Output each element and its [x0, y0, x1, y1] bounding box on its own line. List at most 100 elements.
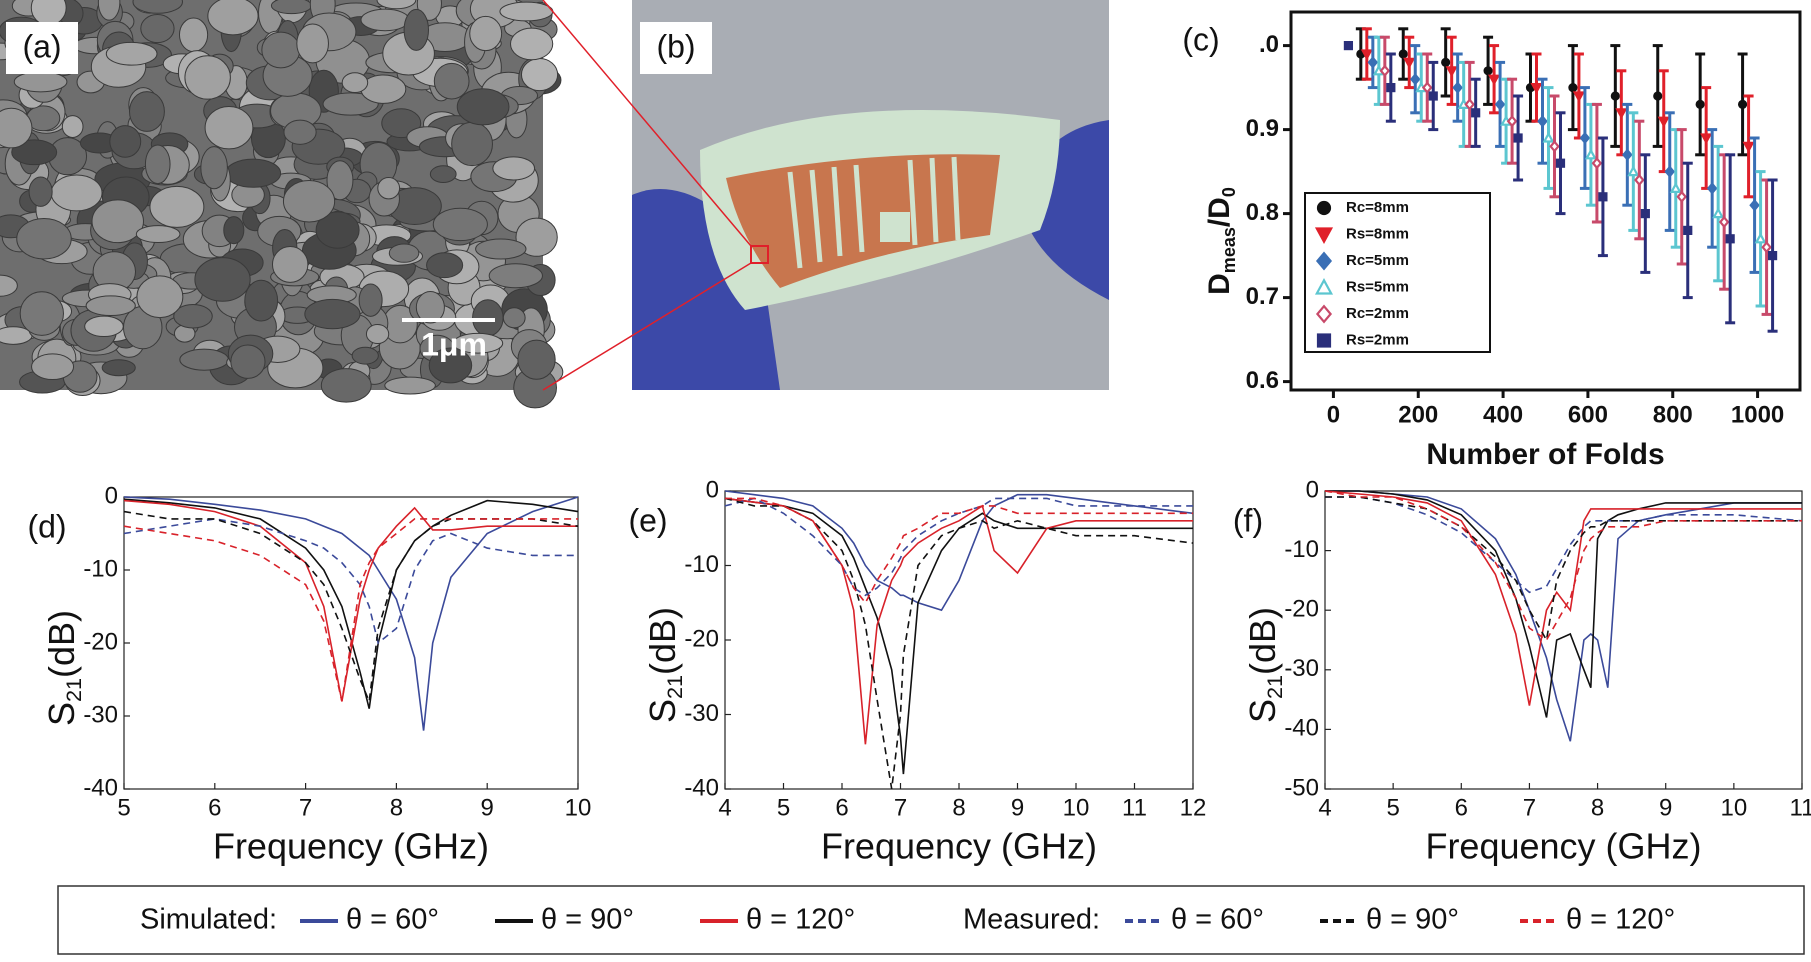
x-tick-label: 6: [835, 794, 848, 821]
y-tick-label: 0: [105, 482, 118, 509]
panel-label: (c): [1182, 21, 1219, 57]
grain: [351, 346, 379, 365]
grain: [488, 263, 543, 289]
point: [1343, 40, 1354, 51]
point: [1513, 133, 1523, 143]
grain: [178, 17, 209, 53]
point: [1471, 108, 1481, 118]
grain: [31, 353, 75, 381]
grain: [315, 211, 360, 249]
point: [1483, 66, 1493, 76]
grain: [360, 74, 407, 104]
point: [1676, 190, 1688, 204]
grain: [282, 180, 336, 223]
point: [1754, 232, 1767, 244]
legend-box: [1304, 192, 1491, 353]
x-tick-label: 12: [1180, 794, 1207, 821]
point: [1494, 98, 1506, 111]
x-tick-label: 400: [1483, 401, 1523, 428]
grain: [204, 105, 254, 150]
point: [1695, 99, 1705, 110]
grain: [13, 71, 68, 93]
series-line: [1324, 490, 1802, 642]
axis-label-part: /D: [1203, 197, 1236, 227]
legend-label: Rc=5mm: [1346, 252, 1409, 269]
grain: [230, 344, 266, 379]
grain: [109, 125, 142, 158]
point: [1537, 114, 1548, 128]
grain: [261, 31, 301, 69]
grain: [384, 376, 436, 395]
plot-frame: [1289, 10, 1802, 392]
point: [1610, 91, 1620, 101]
legend-label: Rc=2mm: [1346, 305, 1409, 322]
point: [1725, 234, 1735, 244]
legend-label: Rc=8mm: [1346, 199, 1409, 216]
x-tick-label: 10: [565, 794, 592, 821]
point: [1441, 57, 1451, 68]
y-tick-label: 0: [1306, 476, 1319, 503]
grain: [388, 243, 420, 263]
point: [1742, 141, 1755, 153]
x-tick-label: 11: [1790, 794, 1811, 821]
grain: [469, 15, 503, 52]
y-tick-label: -10: [83, 555, 118, 582]
zoom-line: [542, 0, 752, 247]
grain: [207, 0, 259, 36]
grain: [499, 1, 554, 22]
legend-label: θ = 120°: [746, 904, 855, 936]
legend-label: Rs=2mm: [1346, 331, 1409, 348]
grain: [403, 8, 429, 51]
y-tick-label: -20: [684, 625, 719, 652]
point: [1737, 99, 1748, 110]
legend-label: θ = 60°: [346, 904, 439, 936]
grain: [128, 91, 165, 132]
x-tick-label: 7: [1523, 794, 1536, 821]
point: [1683, 225, 1693, 235]
grain: [381, 108, 422, 139]
y-tick-label: -10: [684, 551, 719, 578]
x-tick-label: 0: [1327, 401, 1340, 428]
panel-label: (a): [22, 28, 61, 64]
point: [1706, 182, 1718, 195]
grain: [105, 41, 158, 66]
copper-gap: [880, 212, 910, 242]
legend-group-label: Simulated:: [140, 904, 277, 936]
series-line: [1325, 490, 1802, 718]
point: [1622, 148, 1633, 162]
grain: [194, 257, 251, 302]
legend-marker: [1316, 200, 1332, 216]
grain: [0, 107, 33, 149]
point: [1749, 198, 1760, 212]
grain: [101, 359, 136, 377]
label-box: [640, 22, 712, 74]
series-line: [724, 497, 1193, 597]
sem-image: [0, 0, 564, 409]
grain: [50, 174, 103, 212]
point: [1712, 207, 1725, 219]
series-line: [1325, 496, 1802, 643]
x-tick-label: 8: [952, 794, 965, 821]
series-line: [123, 499, 578, 702]
grain: [149, 185, 205, 228]
grain: [429, 165, 457, 184]
grain: [415, 291, 445, 324]
grain: [270, 0, 313, 15]
x-tick-label: 5: [1386, 794, 1399, 821]
point: [1579, 131, 1591, 145]
x-tick-label: 7: [894, 794, 907, 821]
grain: [140, 14, 175, 44]
grain: [173, 303, 213, 329]
x-axis-label: Number of Folds: [1426, 438, 1664, 471]
point: [1627, 165, 1640, 177]
grain: [377, 176, 401, 200]
y-tick-label: .0: [1259, 31, 1279, 58]
grain: [184, 55, 231, 100]
scale-bar-label: 1μm: [421, 326, 487, 362]
x-tick-label: 6: [1455, 794, 1468, 821]
grain: [136, 275, 184, 319]
grain: [223, 216, 245, 245]
x-tick-label: 5: [777, 794, 790, 821]
grain: [322, 92, 379, 116]
series-line: [724, 490, 1194, 612]
